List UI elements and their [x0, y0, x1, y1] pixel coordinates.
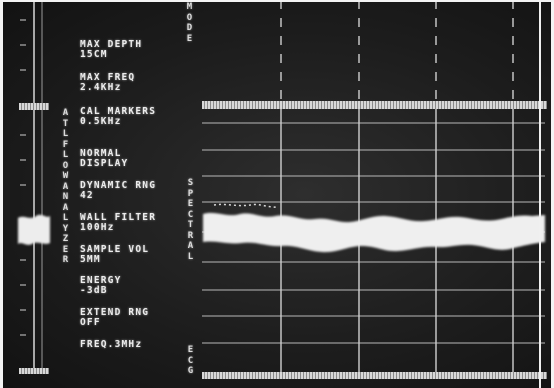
- param-name: CAL MARKERS: [80, 106, 157, 117]
- param-transducer-freq: FREQ.3MHz: [80, 340, 142, 350]
- param-display-mode: NORMAL DISPLAY: [80, 149, 128, 169]
- param-value: 15CM: [80, 49, 108, 60]
- param-value: 0.5KHz: [80, 116, 122, 127]
- ecg-label: ECG: [187, 345, 194, 376]
- param-cal-markers: CAL MARKERS 0.5KHz: [80, 107, 156, 127]
- param-name: ENERGY: [80, 275, 122, 286]
- param-value: 2.4KHz: [80, 82, 122, 93]
- param-value: OFF: [80, 317, 101, 328]
- mode-label: MODE: [186, 2, 193, 44]
- baseline-top-bar: [202, 101, 547, 109]
- param-name: EXTEND RNG: [80, 307, 150, 318]
- analyzer-side-label: ATL FLOW ANALYZER: [62, 108, 69, 265]
- doppler-spectrum-trace: [203, 212, 545, 253]
- param-value: 5MM: [80, 254, 101, 265]
- param-name: MAX DEPTH: [80, 39, 143, 50]
- param-energy: ENERGY -3dB: [80, 276, 122, 296]
- param-name: FREQ.3MHz: [80, 339, 143, 350]
- param-sample-volume: SAMPLE VOL 5MM: [80, 245, 149, 265]
- param-name: NORMAL: [80, 148, 122, 159]
- param-wall-filter: WALL FILTER 100Hz: [80, 213, 156, 233]
- left-spectrum-sample: [18, 214, 50, 245]
- param-value: 42: [80, 190, 94, 201]
- param-name: SAMPLE VOL: [80, 244, 150, 255]
- param-max-depth: MAX DEPTH 15CM: [80, 40, 142, 60]
- spectral-label: SPECTRAL: [187, 178, 194, 262]
- baseline-bottom-bar: [202, 372, 547, 379]
- spectrum-speckle: [213, 203, 279, 208]
- param-max-freq: MAX FREQ 2.4KHz: [80, 73, 135, 93]
- left-zero-marker: [19, 103, 49, 110]
- param-extend-range: EXTEND RNG OFF: [80, 308, 149, 328]
- param-name: DYNAMIC RNG: [80, 180, 157, 191]
- left-scale-bar: [18, 0, 50, 374]
- param-value: 100Hz: [80, 222, 115, 233]
- param-value: -3dB: [80, 285, 108, 296]
- left-bottom-marker: [19, 368, 49, 374]
- param-dynamic-range: DYNAMIC RNG 42: [80, 181, 156, 201]
- param-value: DISPLAY: [80, 158, 129, 169]
- param-name: MAX FREQ: [80, 72, 136, 83]
- spectral-grid: [202, 0, 547, 379]
- param-name: WALL FILTER: [80, 212, 157, 223]
